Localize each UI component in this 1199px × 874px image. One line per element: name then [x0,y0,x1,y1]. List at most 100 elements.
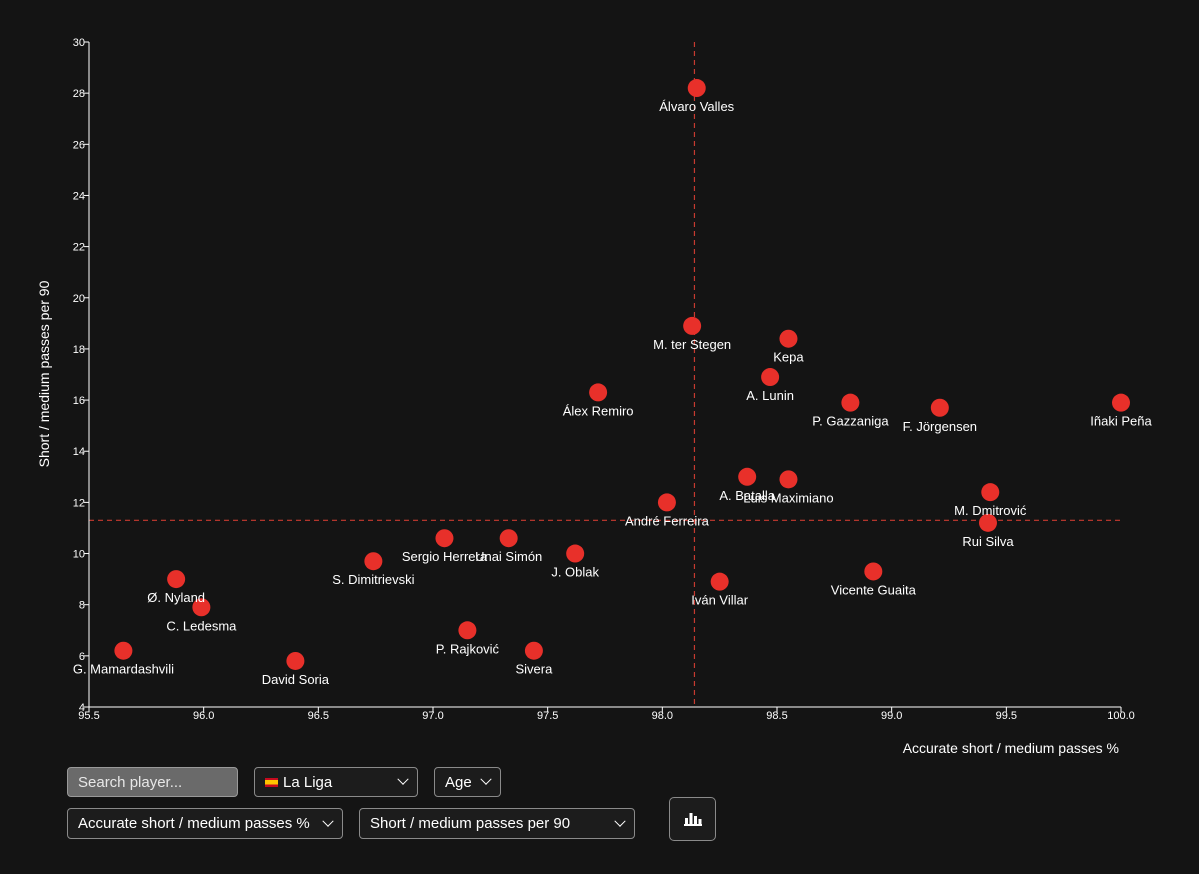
y-tick-label: 22 [73,242,85,254]
point-label: P. Gazzaniga [812,414,889,429]
chevron-down-icon [322,815,334,827]
data-point[interactable] [364,552,383,571]
spain-flag-icon [265,777,278,787]
point-label: A. Batalla [719,488,775,503]
y-axis-ticks: 4 6 8 10 12 14 16 18 20 22 24 26 28 30 [73,37,89,714]
y-tick-label: 20 [73,293,85,305]
data-point[interactable] [499,529,518,548]
y-tick-label: 26 [73,139,85,151]
point-label: Iñaki Peña [1090,414,1152,429]
league-select[interactable]: La Liga [254,767,418,797]
point-label: M. Dmitrović [954,503,1027,518]
data-point[interactable] [286,651,305,670]
y-tick-label: 8 [79,600,85,612]
point-labels: Álvaro Valles M. ter Stegen Kepa A. Lunin Ál… [73,99,1153,687]
x-tick-label: 99.5 [996,710,1017,722]
point-label: Álex Remiro [563,403,634,418]
chevron-down-icon [614,815,626,827]
bar-chart-icon [683,813,702,826]
data-point[interactable] [779,329,798,348]
data-point[interactable] [930,398,949,417]
data-point[interactable] [978,513,997,532]
y-tick-label: 16 [73,395,85,407]
point-label: Sivera [515,662,553,677]
search-placeholder: Search player... [78,773,183,791]
age-select[interactable]: Age [434,767,501,797]
point-label: J. Oblak [551,565,599,580]
y-tick-label: 30 [73,37,85,49]
data-point[interactable] [687,79,706,98]
point-label: Álvaro Valles [659,99,734,114]
x-tick-label: 97.5 [537,710,558,722]
y-tick-label: 10 [73,549,85,561]
data-point[interactable] [779,470,798,489]
y-tick-label: 6 [79,651,85,663]
data-point[interactable] [167,570,186,589]
point-label: M. ter Stegen [653,337,731,352]
data-point[interactable] [589,383,608,402]
x-tick-label: 97.0 [422,710,443,722]
y-tick-label: 4 [79,702,85,714]
data-point[interactable] [761,368,780,387]
x-tick-label: 98.0 [652,710,673,722]
data-point[interactable] [192,598,211,617]
y-tick-label: 12 [73,497,85,509]
point-label: André Ferreira [625,513,710,528]
x-tick-label: 98.5 [766,710,787,722]
chevron-down-icon [480,773,492,785]
data-point[interactable] [524,641,543,660]
reference-lines [89,42,1121,707]
y-tick-label: 24 [73,190,85,202]
data-point[interactable] [1112,393,1130,412]
data-point[interactable] [683,316,702,335]
data-point[interactable] [114,641,133,660]
x-tick-label: 99.0 [881,710,902,722]
point-label: F. Jörgensen [903,419,977,434]
x-tick-label: 100.0 [1107,710,1135,722]
point-label: S. Dimitrievski [332,572,414,587]
point-label: Kepa [773,350,804,365]
data-point[interactable] [841,393,860,412]
data-point[interactable] [657,493,676,512]
data-point[interactable] [435,529,454,548]
chevron-down-icon [397,773,409,785]
x-tick-label: 96.0 [193,710,214,722]
y-tick-label: 14 [73,446,85,458]
y-metric-select[interactable]: Short / medium passes per 90 [359,808,635,839]
x-metric-select[interactable]: Accurate short / medium passes % [67,808,343,839]
point-label: Ø. Nyland [147,590,205,605]
x-tick-label: 96.5 [308,710,329,722]
chart-type-button[interactable] [669,797,716,841]
point-label: Unai Simón [475,549,542,564]
y-axis-title: Short / medium passes per 90 [36,280,52,467]
point-label: Iván Villar [691,593,749,608]
x-axis-ticks: 95.5 96.0 96.5 97.0 97.5 98.0 98.5 99.0 99.5 100.… [78,707,1135,722]
point-label: G. Mamardashvili [73,662,174,677]
x-metric-select-value: Accurate short / medium passes % [78,815,310,832]
search-input[interactable]: Search player... [67,767,238,797]
point-label: David Soria [262,672,330,687]
data-point[interactable] [981,483,1000,502]
data-point[interactable] [738,467,757,486]
y-metric-select-value: Short / medium passes per 90 [370,815,571,832]
x-axis-title: Accurate short / medium passes % [903,740,1119,756]
point-label: Luis Maximiano [743,490,833,505]
data-point[interactable] [864,562,883,581]
y-tick-label: 18 [73,344,85,356]
point-label: Vicente Guaita [831,582,917,597]
point-label: C. Ledesma [166,618,237,633]
y-tick-label: 28 [73,88,85,100]
point-label: Sergio Herrera [402,549,488,564]
point-label: Rui Silva [962,534,1014,549]
league-select-value: La Liga [283,773,333,791]
point-label: A. Lunin [746,388,794,403]
data-point[interactable] [566,544,585,563]
x-tick-label: 95.5 [78,710,99,722]
data-points [114,79,1130,670]
axes [88,42,1121,708]
point-label: P. Rajković [436,641,500,656]
age-select-value: Age [445,773,472,791]
data-point[interactable] [458,621,477,640]
data-point[interactable] [710,572,729,591]
